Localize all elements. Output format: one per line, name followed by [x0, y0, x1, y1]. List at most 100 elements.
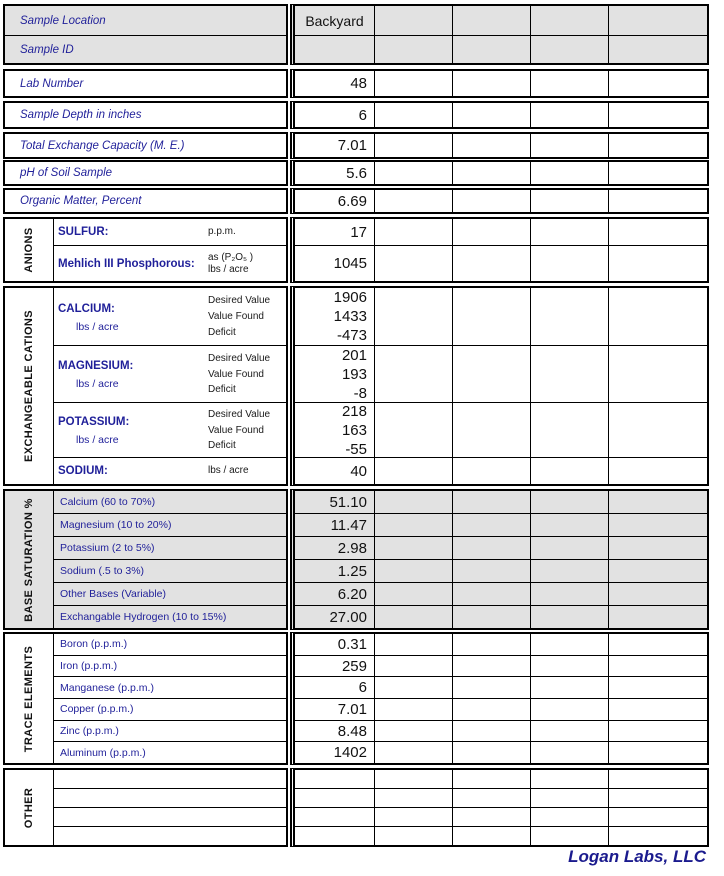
empty-cell: [609, 741, 707, 763]
phosphorous-label: Mehlich III Phosphorous:: [58, 257, 195, 270]
empty-cell: [453, 245, 530, 281]
potassium-sublabels: Desired Value Value Found Deficit: [208, 405, 270, 455]
iron-value: 259: [295, 654, 374, 677]
potassium-desired-value: 218: [341, 402, 367, 420]
empty-cell: [609, 6, 707, 35]
magnesium-label: MAGNESIUM:: [58, 360, 134, 372]
magnesium-values: 201 193 -8: [295, 345, 374, 402]
empty-cell: [531, 826, 608, 845]
empty-cell: [453, 676, 530, 698]
lab-number-row: Lab Number: [5, 71, 286, 96]
other-section-label: OTHER: [23, 787, 35, 828]
sample-depth-label: Sample Depth in inches: [20, 109, 142, 121]
calcium-label-block: CALCIUM: lbs / acre: [58, 299, 119, 335]
empty-cell: [375, 345, 452, 402]
empty-cell: [531, 71, 608, 96]
other-row: [54, 788, 286, 807]
empty-cell: [375, 491, 452, 513]
empty-cell: [609, 698, 707, 720]
empty-cell: [375, 788, 452, 807]
other-section-cell: OTHER: [5, 770, 54, 845]
zinc-value: 8.48: [295, 719, 374, 742]
ph-label: pH of Soil Sample: [20, 167, 113, 179]
column-backyard: Backyard: [295, 6, 375, 63]
cations-band: EXCHANGEABLE CATIONS CALCIUM: lbs / acre…: [3, 286, 709, 486]
empty-cell: [453, 491, 530, 513]
empty-cell: [375, 457, 452, 484]
potassium-label: POTASSIUM:: [58, 416, 130, 428]
empty-cell: [531, 219, 608, 245]
copper-value: 7.01: [295, 698, 374, 720]
empty-cell: [375, 35, 452, 63]
empty-cell: [453, 770, 530, 788]
empty-cell: [453, 582, 530, 605]
base-saturation-section-label: BASE SATURATION %: [23, 497, 35, 622]
potassium-values: 218 163 -55: [295, 402, 374, 458]
magnesium-unit: lbs / acre: [76, 378, 119, 390]
empty-cell: [531, 345, 608, 402]
deficit-label: Deficit: [208, 327, 236, 338]
potassium-found-value: 163: [341, 421, 367, 439]
base-other-bases-row: Other Bases (Variable): [54, 582, 286, 605]
potassium-label-block: POTASSIUM: lbs / acre: [58, 412, 129, 448]
header-values: Backyard: [290, 4, 709, 65]
base-hydrogen-row: Exchangable Hydrogen (10 to 15%): [54, 605, 286, 628]
magnesium-value-stack: 201 193 -8: [295, 346, 367, 403]
exchange-capacity-row: Total Exchange Capacity (M. E.): [5, 134, 286, 157]
empty-cell: [531, 6, 608, 35]
empty-cell: [453, 457, 530, 484]
empty-cell: [375, 676, 452, 698]
empty-cell: [375, 741, 452, 763]
empty-cell: [531, 770, 608, 788]
phosphorous-unit-line2: lbs / acre: [208, 263, 249, 275]
phosphorous-unit: as (P₂O₅ ) lbs / acre: [208, 252, 253, 276]
empty-cell: [609, 457, 707, 484]
empty-cell: [531, 162, 608, 184]
empty-cell: [609, 345, 707, 402]
magnesium-sublabels: Desired Value Value Found Deficit: [208, 348, 270, 400]
empty-cell: [531, 582, 608, 605]
empty-cell: [375, 513, 452, 536]
deficit-label: Deficit: [208, 439, 236, 451]
empty-cell: [453, 288, 530, 345]
aluminum-label: Aluminum (p.p.m.): [60, 746, 146, 759]
empty-cell: [453, 826, 530, 845]
empty-cell: [453, 219, 530, 245]
other-row: [54, 826, 286, 845]
empty-cell: [375, 162, 452, 184]
empty-cell: [453, 190, 530, 212]
calcium-unit: lbs / acre: [76, 320, 119, 333]
base-potassium-row: Potassium (2 to 5%): [54, 536, 286, 559]
trace-section-cell: TRACE ELEMENTS: [5, 634, 54, 763]
empty-cell: [531, 103, 608, 127]
cations-section-cell: EXCHANGEABLE CATIONS: [5, 288, 54, 484]
organic-matter-value: 6.69: [337, 192, 367, 210]
empty-cell: [453, 103, 530, 127]
potassium-unit: lbs / acre: [76, 434, 119, 446]
base-sodium-label: Sodium (.5 to 3%): [60, 565, 145, 577]
empty-cell: [375, 245, 452, 281]
magnesium-row: MAGNESIUM: lbs / acre Desired Value Valu…: [54, 345, 286, 402]
empty-cell: [375, 190, 452, 212]
empty-cell: [531, 402, 608, 457]
empty-cell: [453, 134, 530, 157]
empty-cell: [453, 513, 530, 536]
empty-cell: [453, 788, 530, 807]
empty-cell: [375, 71, 452, 96]
empty-cell: [531, 491, 608, 513]
zinc-row: Zinc (p.p.m.): [54, 719, 286, 742]
empty-cell: [453, 741, 530, 763]
empty-cell: [531, 35, 608, 63]
base-potassium-value: 2.98: [295, 536, 374, 559]
empty-cell: [295, 826, 374, 845]
empty-cell: [375, 134, 452, 157]
empty-cell: [609, 807, 707, 826]
lab-number-band: Lab Number 48: [3, 69, 709, 98]
iron-label: Iron (p.p.m.): [60, 660, 118, 672]
base-magnesium-label: Magnesium (10 to 20%): [60, 519, 172, 531]
empty-cell: [375, 719, 452, 742]
value-found-label: Value Found: [208, 368, 264, 380]
empty-cell: [609, 71, 707, 96]
empty-cell: [609, 559, 707, 582]
empty-cell: [609, 134, 707, 157]
